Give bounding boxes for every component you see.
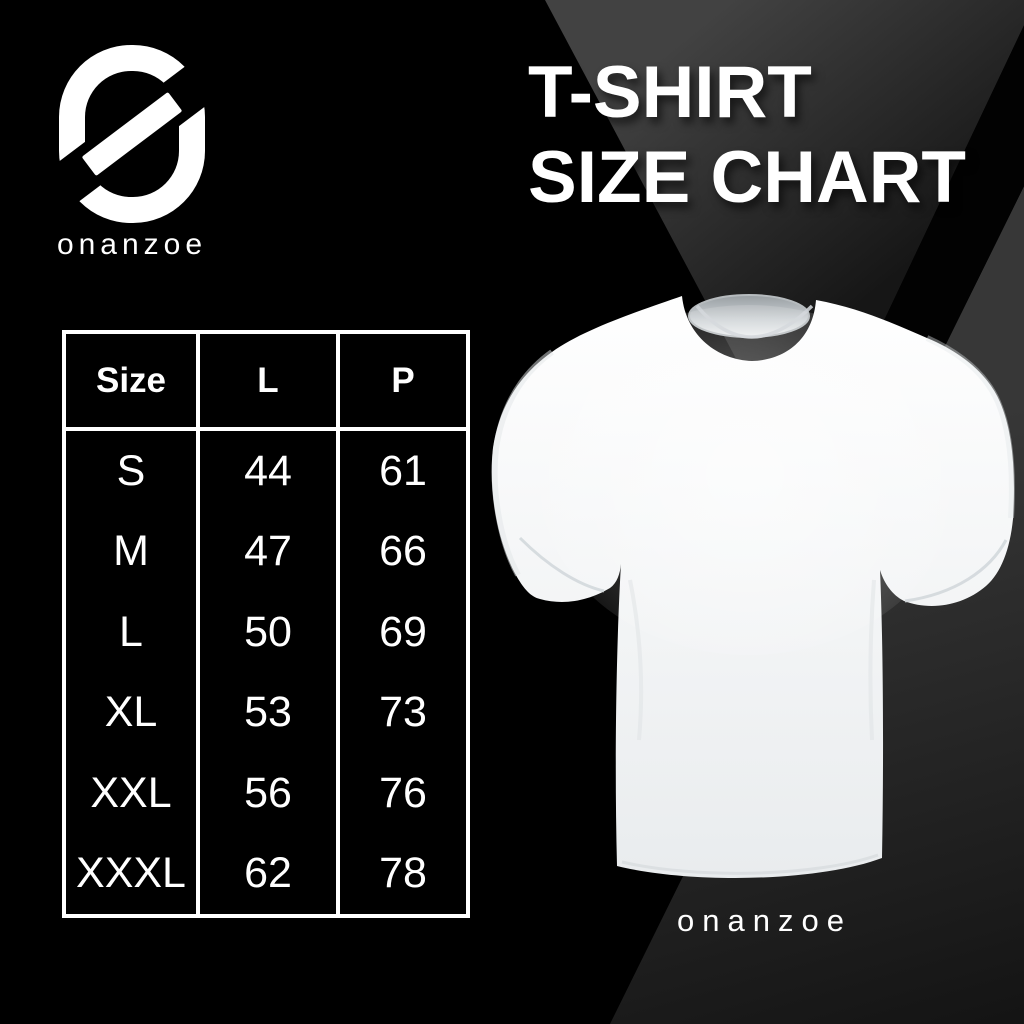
cell-p-xxl: 76	[379, 768, 427, 817]
cell-p-s: 61	[379, 446, 427, 495]
cell-size-l: L	[66, 592, 200, 673]
cell-l-xxxl: 62	[200, 833, 340, 914]
cell-size-m: M	[66, 511, 200, 592]
cell-size-xl: XL	[66, 672, 200, 753]
black-diagonal-band	[799, 25, 1024, 500]
right-side-crease	[868, 579, 876, 741]
header-size: Size	[66, 334, 200, 431]
right-sleeve-shading	[925, 335, 1015, 519]
size-table: Size L P S 44 61 M 47 66 L 50 69 XL 53 7…	[62, 330, 470, 918]
gray-diagonal-upper	[545, 0, 1024, 470]
cell-p-xl: 73	[379, 688, 427, 737]
brand-logo-icon	[56, 45, 208, 223]
cell-size-xxl: XXL	[66, 753, 200, 834]
header-width: P	[340, 334, 466, 431]
gray-diagonal-lower	[610, 0, 1024, 1024]
tshirt-image	[491, 294, 1015, 878]
cell-size-s: S	[66, 431, 200, 512]
footer-brand-wordmark: onanzoe	[677, 903, 852, 938]
left-sleeve-hem	[518, 536, 605, 593]
cell-l-l: 50	[200, 592, 340, 673]
title-line-2: SIZE CHART	[528, 137, 966, 218]
cell-p-l: 69	[379, 607, 427, 656]
right-sleeve-hem	[904, 539, 1008, 603]
chest-highlight	[539, 305, 959, 655]
cell-size-xxxl: XXXL	[66, 833, 200, 914]
cell-p-xxxl: 78	[379, 849, 427, 898]
cell-l-m: 47	[200, 511, 340, 592]
bottom-hem-stitch	[621, 853, 879, 875]
title-line-1: T-SHIRT	[528, 52, 812, 133]
poster-title: T-SHIRT SIZE CHART	[528, 50, 966, 220]
left-side-crease	[628, 579, 644, 741]
cell-l-xl: 53	[200, 672, 340, 753]
brand-wordmark: onanzoe	[56, 228, 208, 261]
cell-l-s: 44	[200, 431, 340, 512]
cell-p-m: 66	[379, 527, 427, 576]
left-sleeve-shading	[491, 349, 554, 577]
logo-diagonal-bar	[82, 92, 182, 176]
cell-l-xxl: 56	[200, 753, 340, 834]
header-length: L	[200, 334, 340, 431]
